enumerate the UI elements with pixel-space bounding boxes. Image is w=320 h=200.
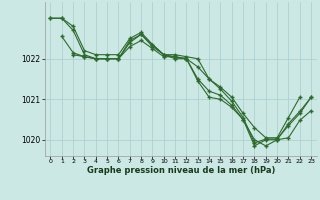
- X-axis label: Graphe pression niveau de la mer (hPa): Graphe pression niveau de la mer (hPa): [87, 166, 275, 175]
